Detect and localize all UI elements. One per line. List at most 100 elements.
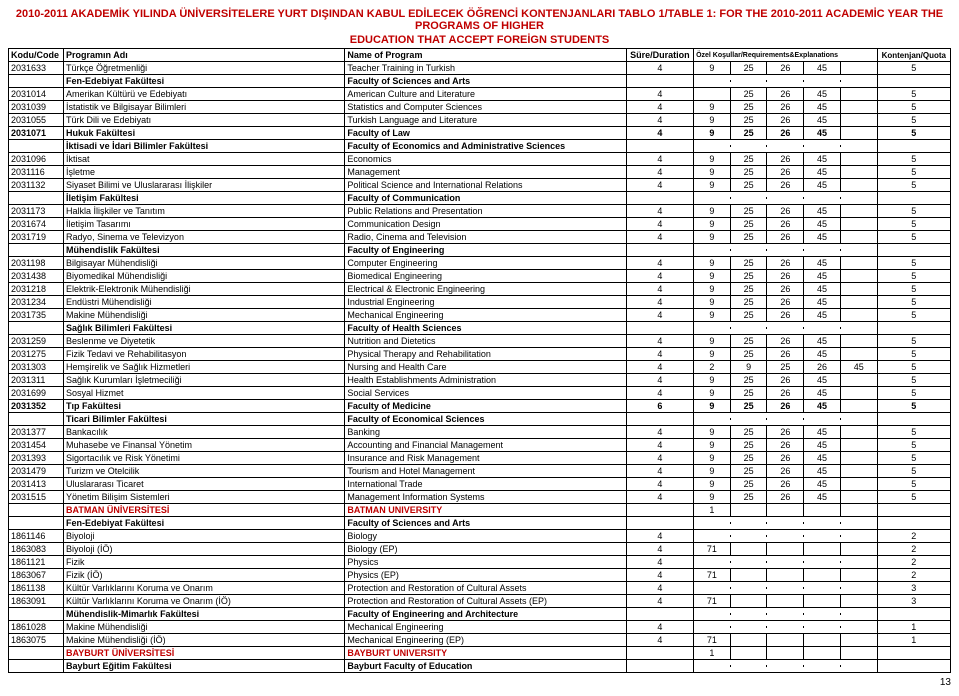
cell-code: 2031275 <box>9 348 64 361</box>
cell-req <box>694 517 878 530</box>
cell-prog-tr: Biyomedikal Mühendisliği <box>64 270 345 283</box>
req-value <box>731 145 768 147</box>
cell-req <box>694 530 878 543</box>
req-value: 45 <box>804 218 841 230</box>
req-value: 9 <box>694 62 731 74</box>
cell-code <box>9 647 64 660</box>
req-value <box>841 145 877 147</box>
req-value: 9 <box>694 426 731 438</box>
cell-quota: 2 <box>877 543 950 556</box>
cell-prog-tr: Turizm ve Otelcilik <box>64 465 345 478</box>
table-row: 2031454Muhasebe ve Finansal YönetimAccou… <box>9 439 951 452</box>
req-value <box>767 197 804 199</box>
cell-prog-tr: İktisat <box>64 153 345 166</box>
cell-dur <box>626 140 693 153</box>
cell-dur: 4 <box>626 218 693 231</box>
req-value: 25 <box>731 491 768 503</box>
req-value <box>804 613 841 615</box>
cell-req: 9252645 <box>694 218 878 231</box>
req-value: 26 <box>767 231 804 243</box>
cell-code: 2031413 <box>9 478 64 491</box>
req-value <box>694 80 731 82</box>
cell-prog-tr: Fizik (İÖ) <box>64 569 345 582</box>
req-value: 25 <box>731 309 768 321</box>
cell-req: 9252645 <box>694 101 878 114</box>
cell-prog-en: International Trade <box>345 478 626 491</box>
cell-dur: 4 <box>626 257 693 270</box>
cell-prog-tr: Hukuk Fakültesi <box>64 127 345 140</box>
cell-req: 9252645 <box>694 374 878 387</box>
req-value: 25 <box>731 426 768 438</box>
req-value <box>841 374 877 386</box>
cell-dur: 4 <box>626 582 693 595</box>
cell-req: 9252645 <box>694 452 878 465</box>
cell-req: 9252645 <box>694 387 878 400</box>
cell-prog-tr: Türk Dili ve Edebiyatı <box>64 114 345 127</box>
cell-dur: 4 <box>626 491 693 504</box>
req-value: 45 <box>804 153 841 165</box>
programs-table: Kodu/Code Programın Adı Name of Program … <box>8 48 951 673</box>
req-value: 9 <box>694 296 731 308</box>
req-value <box>841 62 877 74</box>
req-value: 25 <box>731 114 768 126</box>
cell-dur: 4 <box>626 621 693 634</box>
table-row: 2031699Sosyal HizmetSocial Services49252… <box>9 387 951 400</box>
req-value: 45 <box>804 166 841 178</box>
cell-code <box>9 322 64 335</box>
req-value: 25 <box>731 400 768 412</box>
req-value: 45 <box>804 296 841 308</box>
req-value: 26 <box>767 439 804 451</box>
req-value <box>804 595 841 607</box>
cell-req: 9252645 <box>694 465 878 478</box>
cell-prog-en: Management <box>345 166 626 179</box>
cell-dur: 4 <box>626 634 693 647</box>
cell-quota: 5 <box>877 283 950 296</box>
req-value <box>841 296 877 308</box>
req-value: 25 <box>731 387 768 399</box>
cell-req <box>694 556 878 569</box>
cell-prog-tr: Makine Mühendisliği (İÖ) <box>64 634 345 647</box>
table-row: 2031014Amerikan Kültürü ve EdebiyatıAmer… <box>9 88 951 101</box>
cell-dur <box>626 517 693 530</box>
cell-quota: 2 <box>877 530 950 543</box>
cell-dur: 4 <box>626 114 693 127</box>
req-value: 9 <box>694 218 731 230</box>
cell-prog-tr: Bilgisayar Mühendisliği <box>64 257 345 270</box>
cell-code: 2031699 <box>9 387 64 400</box>
req-value: 25 <box>731 335 768 347</box>
req-value <box>731 80 768 82</box>
cell-dur <box>626 322 693 335</box>
cell-req <box>694 140 878 153</box>
req-value <box>841 283 877 295</box>
req-value <box>767 647 804 659</box>
cell-quota: 5 <box>877 361 950 374</box>
req-value: 26 <box>767 101 804 113</box>
table-row: Fen-Edebiyat FakültesiFaculty of Science… <box>9 75 951 88</box>
req-value <box>841 309 877 321</box>
cell-code: 1861146 <box>9 530 64 543</box>
cell-dur: 4 <box>626 166 693 179</box>
req-value: 26 <box>767 348 804 360</box>
cell-dur: 4 <box>626 205 693 218</box>
cell-req: 9252645 <box>694 309 878 322</box>
header-progtr: Programın Adı <box>64 49 345 62</box>
req-value <box>841 101 877 113</box>
req-value: 26 <box>767 400 804 412</box>
cell-dur <box>626 504 693 517</box>
req-value <box>841 647 877 659</box>
table-row: 1861121FizikPhysics42 <box>9 556 951 569</box>
cell-req: 1 <box>694 647 878 660</box>
cell-quota: 5 <box>877 465 950 478</box>
cell-prog-en: Nursing and Health Care <box>345 361 626 374</box>
req-value <box>694 613 731 615</box>
cell-prog-tr: İstatistik ve Bilgisayar Bilimleri <box>64 101 345 114</box>
cell-dur: 4 <box>626 309 693 322</box>
cell-code <box>9 192 64 205</box>
cell-prog-en: Faculty of Sciences and Arts <box>345 517 626 530</box>
req-value: 9 <box>694 387 731 399</box>
cell-quota: 5 <box>877 153 950 166</box>
req-value <box>841 439 877 451</box>
table-row: 2031352Tıp FakültesiFaculty of Medicine6… <box>9 400 951 413</box>
table-row: Sağlık Bilimleri FakültesiFaculty of Hea… <box>9 322 951 335</box>
req-value <box>694 327 731 329</box>
